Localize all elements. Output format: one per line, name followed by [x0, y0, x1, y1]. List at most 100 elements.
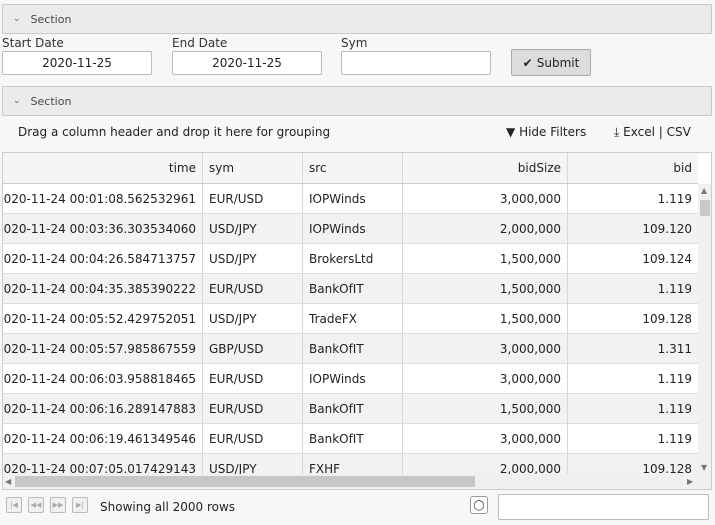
cell-bidsize[interactable]: 1,500,000	[403, 394, 568, 423]
separator: |	[658, 125, 663, 139]
cell-bidsize[interactable]: 1,500,000	[403, 244, 568, 273]
next-page-button[interactable]: ▶▶	[50, 497, 66, 513]
table-row[interactable]: 2020-11-24 00:05:52.429752051 USD/JPY Trad…	[3, 304, 698, 334]
cell-time[interactable]: 2020-11-24 00:07:05.017429143	[3, 454, 203, 483]
vertical-scroll-thumb[interactable]	[700, 200, 710, 216]
check-icon: ✔	[522, 55, 533, 70]
table-row[interactable]: 2020-11-24 00:04:35.385390222 EUR/USD Bank…	[3, 274, 698, 304]
cell-sym[interactable]: USD/JPY	[203, 454, 303, 483]
end-date-input[interactable]	[172, 51, 322, 75]
scroll-left-icon[interactable]: ◀	[5, 477, 12, 486]
cell-time[interactable]: 2020-11-24 00:06:16.289147883	[3, 394, 203, 423]
end-date-label: End Date	[172, 36, 228, 50]
cell-src[interactable]: IOPWinds	[303, 184, 403, 213]
cell-src[interactable]: BankOfIT	[303, 394, 403, 423]
cell-src[interactable]: IOPWinds	[303, 364, 403, 393]
horizontal-scrollbar[interactable]: ◀ ▶	[3, 474, 711, 489]
cell-bid[interactable]: 1.119	[657, 371, 692, 386]
cell-bid[interactable]: 1.311	[657, 341, 692, 356]
cell-bidsize[interactable]: 2,000,000	[403, 454, 568, 483]
cell-bidsize[interactable]: 1,500,000	[403, 274, 568, 303]
cell-src[interactable]: FXHF	[303, 454, 403, 483]
start-date-label: Start Date	[2, 36, 64, 50]
cell-bid[interactable]: 1.119	[657, 281, 692, 296]
cell-src[interactable]: BrokersLtd	[303, 244, 403, 273]
download-icon: ⤓	[614, 125, 620, 139]
cell-time[interactable]: 2020-11-24 00:05:57.985867559	[3, 334, 203, 363]
chevron-down-icon: ⌄	[13, 14, 21, 24]
cell-src[interactable]: BankOfIT	[303, 274, 403, 303]
cell-time[interactable]: 2020-11-24 00:04:35.385390222	[3, 274, 203, 303]
cell-time[interactable]: 2020-11-24 00:05:52.429752051	[3, 304, 203, 333]
table-row[interactable]: 2020-11-24 00:06:19.461349546 EUR/USD Bank…	[3, 424, 698, 454]
row-count-status: Showing all 2000 rows	[100, 500, 236, 514]
cell-time[interactable]: 2020-11-24 00:01:08.562532961	[3, 184, 203, 213]
submit-button[interactable]: ✔ Submit	[511, 49, 591, 76]
excel-export-link[interactable]: Excel	[623, 125, 655, 139]
first-page-button[interactable]: |◀	[6, 497, 22, 513]
cell-bid[interactable]: 109.120	[642, 221, 692, 236]
vertical-scrollbar[interactable]: ▲ ▼	[698, 184, 711, 474]
cell-sym[interactable]: USD/JPY	[203, 304, 303, 333]
scroll-up-icon[interactable]: ▲	[701, 186, 708, 195]
grid-header: time sym src bidSize bid	[3, 153, 698, 184]
cell-sym[interactable]: USD/JPY	[203, 244, 303, 273]
section-header-1[interactable]: ⌄ Section	[2, 4, 712, 34]
lightbulb-icon[interactable]: ◯	[470, 496, 488, 514]
table-row[interactable]: 2020-11-24 00:05:57.985867559 GBP/USD Bank…	[3, 334, 698, 364]
cell-bidsize[interactable]: 3,000,000	[403, 334, 568, 363]
cell-src[interactable]: IOPWinds	[303, 214, 403, 243]
cell-bidsize[interactable]: 1,500,000	[403, 304, 568, 333]
cell-time[interactable]: 2020-11-24 00:03:36.303534060	[3, 214, 203, 243]
hide-filters-button[interactable]: ▼ Hide Filters	[506, 125, 586, 139]
column-header-src[interactable]: src	[303, 153, 403, 183]
cell-sym[interactable]: EUR/USD	[203, 184, 303, 213]
column-header-time[interactable]: time	[3, 153, 203, 183]
cell-src[interactable]: TradeFX	[303, 304, 403, 333]
cell-bid[interactable]: 1.119	[657, 401, 692, 416]
cell-sym[interactable]: EUR/USD	[203, 364, 303, 393]
group-drop-zone[interactable]: Drag a column header and drop it here fo…	[18, 125, 331, 139]
scroll-right-icon[interactable]: ▶	[687, 477, 694, 486]
cell-bid[interactable]: 1.119	[657, 431, 692, 446]
cell-bid[interactable]: 1.119	[657, 191, 692, 206]
table-row[interactable]: 2020-11-24 00:03:36.303534060 USD/JPY IOPW…	[3, 214, 698, 244]
section-title: Section	[30, 94, 72, 108]
csv-export-link[interactable]: CSV	[666, 125, 691, 139]
table-row[interactable]: 2020-11-24 00:01:08.562532961 EUR/USD IOPW…	[3, 184, 698, 214]
cell-src[interactable]: BankOfIT	[303, 334, 403, 363]
cell-bidsize[interactable]: 3,000,000	[403, 364, 568, 393]
cell-bid[interactable]: 109.128	[642, 461, 692, 476]
prev-page-button[interactable]: ◀◀	[28, 497, 44, 513]
cell-sym[interactable]: USD/JPY	[203, 214, 303, 243]
table-row[interactable]: 2020-11-24 00:04:26.584713757 USD/JPY Brok…	[3, 244, 698, 274]
cell-sym[interactable]: EUR/USD	[203, 424, 303, 453]
data-grid: time sym src bidSize bid 2020-11-24 00:0…	[2, 152, 712, 490]
table-row[interactable]: 2020-11-24 00:06:03.958818465 EUR/USD IOPW…	[3, 364, 698, 394]
cell-bid[interactable]: 109.124	[642, 251, 692, 266]
cell-bidsize[interactable]: 3,000,000	[403, 184, 568, 213]
column-header-sym[interactable]: sym	[203, 153, 303, 183]
column-header-bidsize[interactable]: bidSize	[403, 153, 568, 183]
filter-icon: ▼	[506, 125, 516, 139]
cell-bid[interactable]: 109.128	[642, 311, 692, 326]
cell-sym[interactable]: GBP/USD	[203, 334, 303, 363]
last-page-button[interactable]: ▶|	[72, 497, 88, 513]
cell-sym[interactable]: EUR/USD	[203, 274, 303, 303]
table-row[interactable]: 2020-11-24 00:06:16.289147883 EUR/USD Bank…	[3, 394, 698, 424]
cell-src[interactable]: BankOfIT	[303, 424, 403, 453]
start-date-input[interactable]	[2, 51, 152, 75]
section-header-2[interactable]: ⌄ Section	[2, 86, 712, 116]
quick-search-input[interactable]	[498, 494, 709, 520]
column-header-bid[interactable]: bid	[673, 161, 692, 175]
cell-bidsize[interactable]: 3,000,000	[403, 424, 568, 453]
cell-time[interactable]: 2020-11-24 00:06:19.461349546	[3, 424, 203, 453]
horizontal-scroll-thumb[interactable]	[15, 476, 475, 487]
submit-label: Submit	[536, 55, 580, 70]
sym-input[interactable]	[341, 51, 491, 75]
cell-bidsize[interactable]: 2,000,000	[403, 214, 568, 243]
cell-time[interactable]: 2020-11-24 00:06:03.958818465	[3, 364, 203, 393]
cell-time[interactable]: 2020-11-24 00:04:26.584713757	[3, 244, 203, 273]
scroll-down-icon[interactable]: ▼	[701, 463, 708, 472]
cell-sym[interactable]: EUR/USD	[203, 394, 303, 423]
